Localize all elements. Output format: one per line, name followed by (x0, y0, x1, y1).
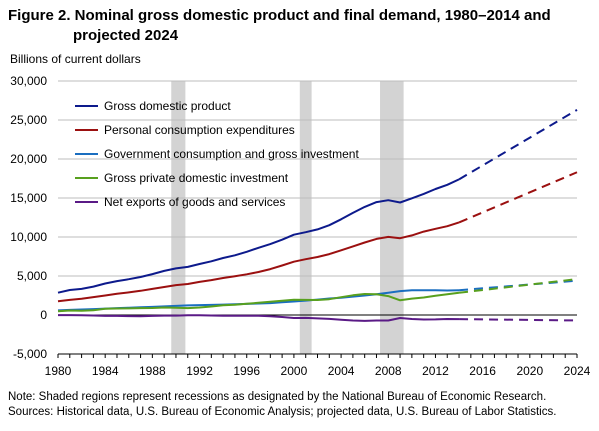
x-tick-label: 2008 (375, 364, 402, 378)
chart-title-line-1: Figure 2. Nominal gross domestic product… (8, 7, 551, 24)
series-line-1 (57, 178, 460, 294)
x-tick-label: 1988 (139, 364, 166, 378)
series-projection-1 (458, 108, 578, 181)
x-tick-label: 2016 (469, 364, 496, 378)
legend-label-2: Personal consumption expenditures (104, 123, 295, 137)
x-tick-label: 1992 (186, 364, 213, 378)
x-tick-label: 2020 (516, 364, 543, 378)
recession-band-1 (171, 81, 186, 354)
legend-label-4: Gross private domestic investment (104, 171, 289, 185)
chart-note: Note: Shaded regions represent recession… (8, 390, 598, 420)
series-projection-4 (458, 278, 578, 294)
series-projection-5 (459, 318, 578, 322)
x-tick-label: 1980 (45, 364, 72, 378)
chart-title-line-2: projected 2024 (73, 27, 179, 44)
legend-label-5: Net exports of goods and services (104, 195, 285, 209)
x-tick-label: 2004 (328, 364, 355, 378)
x-tick-label: 2012 (422, 364, 449, 378)
y-tick-label: 30,000 (10, 74, 47, 88)
series-line-4 (57, 291, 460, 313)
recession-band-3 (380, 81, 404, 354)
note-recessions: Note: Shaded regions represent recession… (8, 391, 547, 403)
y-tick-label: 10,000 (10, 230, 47, 244)
x-tick-label: 1984 (92, 364, 119, 378)
legend-label-3: Government consumption and gross investm… (104, 147, 359, 161)
series-line-2 (57, 221, 460, 303)
legend-label-1: Gross domestic product (104, 99, 231, 113)
series-line-5 (58, 314, 460, 322)
y-axis-label: Billions of current dollars (10, 52, 141, 66)
x-tick-label: 1996 (233, 364, 260, 378)
y-tick-label: -5,000 (13, 347, 47, 361)
chart-title: Figure 2. Nominal gross domestic product… (8, 6, 593, 46)
x-tick-label: 2024 (564, 364, 591, 378)
y-tick-label: 5,000 (17, 269, 47, 283)
y-tick-label: 20,000 (10, 152, 47, 166)
series-projection-2 (458, 171, 578, 224)
y-tick-label: 15,000 (10, 191, 47, 205)
series-projection-3 (458, 279, 578, 292)
recession-band-2 (299, 81, 312, 354)
y-tick-label: 25,000 (10, 113, 47, 127)
x-tick-label: 2000 (281, 364, 308, 378)
note-sources: Sources: Historical data, U.S. Bureau of… (8, 406, 557, 418)
y-tick-label: 0 (40, 308, 47, 322)
